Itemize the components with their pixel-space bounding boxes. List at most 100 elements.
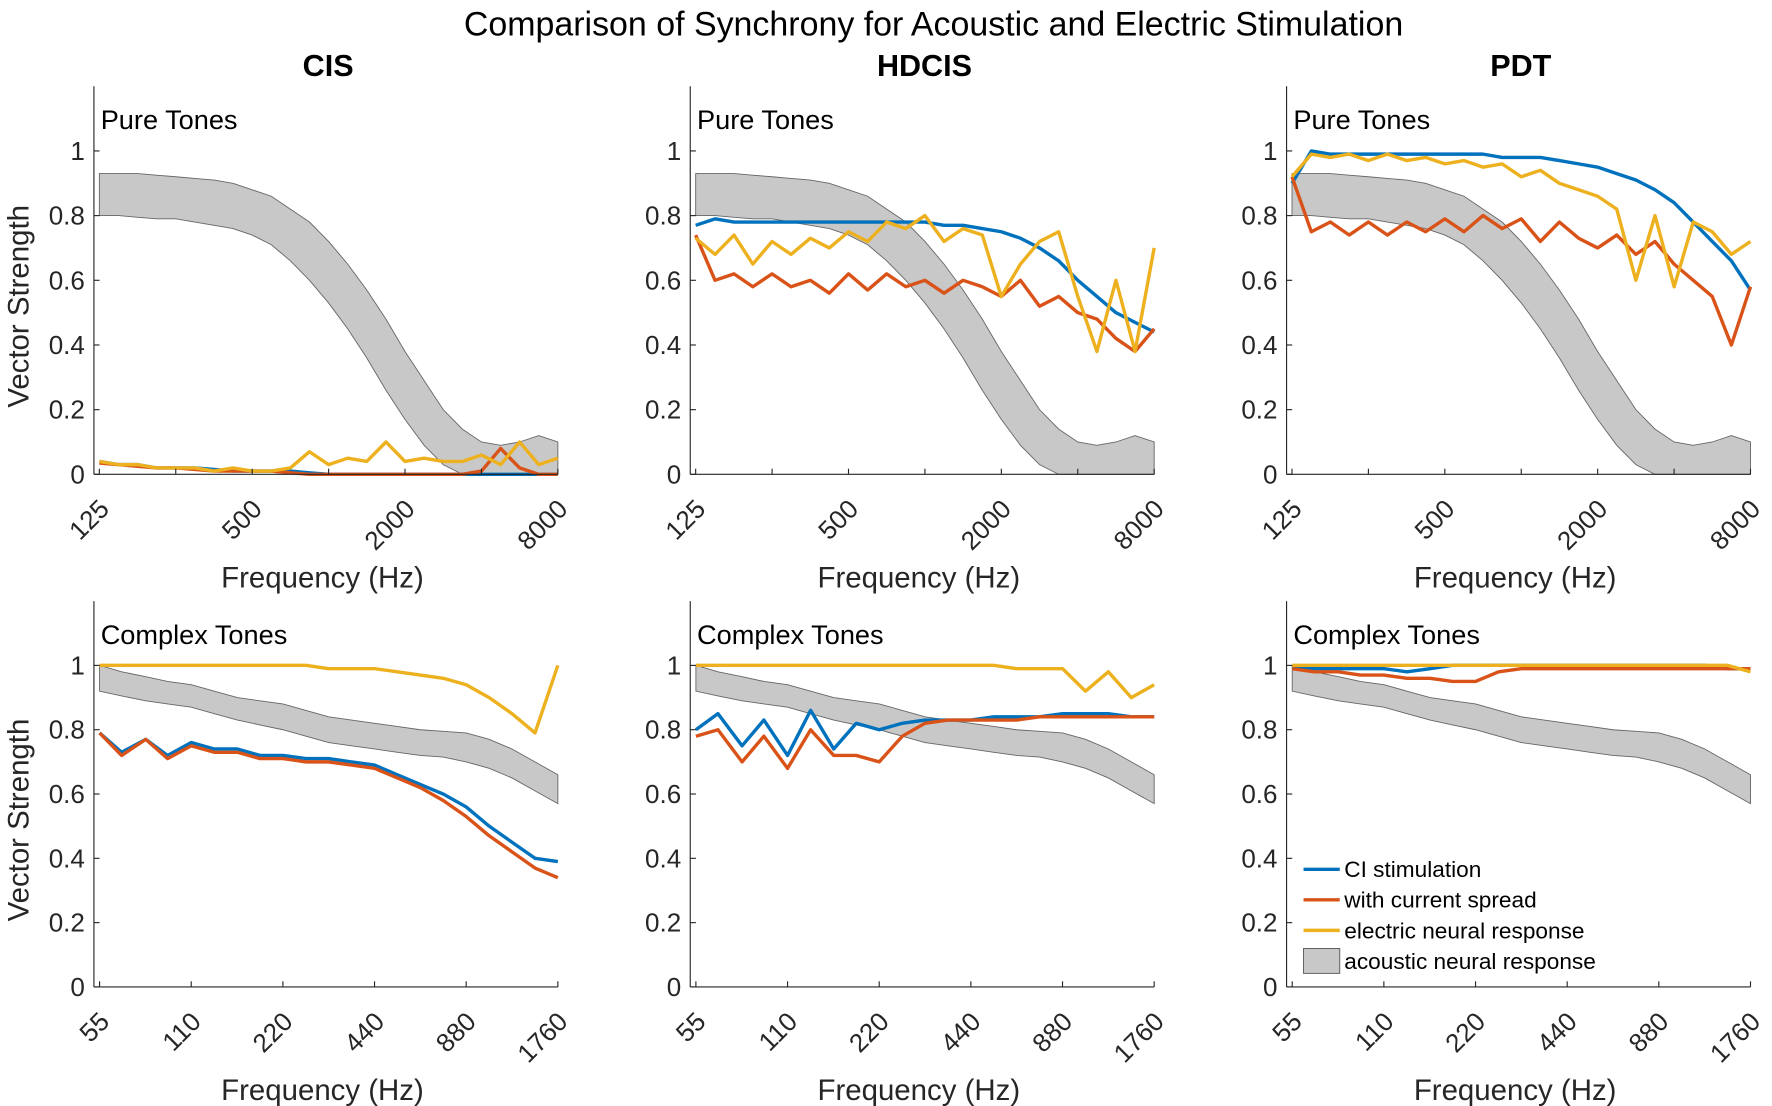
x-tick-label: 2000	[1551, 494, 1613, 556]
x-tick-label: 1760	[511, 1006, 573, 1068]
x-tick-label: 8000	[511, 494, 573, 556]
y-tick-label: 0.8	[1241, 201, 1277, 231]
electric-neural-response-line	[1292, 663, 1751, 674]
legend-label-acoustic: acoustic neural response	[1344, 949, 1596, 974]
current-spread-line	[695, 715, 1155, 771]
y-tick-label: 0.8	[49, 715, 85, 745]
x-tick-label: 2000	[358, 494, 420, 556]
acoustic-neural-response-band	[1291, 664, 1751, 805]
panel-hdcis-pure: 0 0.2 0.4 0.6 0.8 1 125 500 2000 8000 Pure Tones Fr…	[645, 86, 1170, 595]
electric-neural-response-line	[1290, 152, 1752, 289]
column-title-hdcis: HDCIS	[877, 49, 972, 83]
legend-label-electric: electric neural response	[1344, 918, 1584, 943]
legend-label-ci: CI stimulation	[1344, 857, 1481, 882]
y-tick-label: 0.6	[645, 265, 681, 295]
electric-neural-response-line	[694, 213, 1156, 354]
x-tick-label: 2000	[955, 494, 1017, 556]
y-tick-label: 0.8	[49, 201, 85, 231]
current-spread-line	[1291, 666, 1751, 684]
y-axis-label: Vector Strength	[2, 205, 35, 408]
x-tick-label: 8000	[1108, 494, 1170, 556]
ci-stimulation-line	[694, 708, 1155, 758]
ci-stimulation-line	[98, 731, 559, 864]
x-tick-label: 880	[430, 1006, 482, 1058]
panel-label: Complex Tones	[101, 619, 288, 650]
acoustic-neural-response-band	[99, 664, 559, 805]
electric-neural-response-line	[99, 663, 560, 735]
y-tick-label: 0.2	[645, 395, 681, 425]
x-tick-label: 8000	[1704, 494, 1766, 556]
y-tick-label: 0.8	[1241, 715, 1277, 745]
panel-pdt-pure: 0 0.2 0.4 0.6 0.8 1 125 500 2000 8000 Pure Tones Fr…	[1241, 86, 1766, 595]
x-tick-label: 880	[1026, 1006, 1078, 1058]
y-tick-label: 0.8	[645, 201, 681, 231]
y-tick-label: 0	[70, 972, 84, 1002]
x-tick-label: 125	[63, 494, 115, 546]
column-title-cis: CIS	[303, 49, 354, 83]
current-spread-line	[694, 234, 1156, 354]
y-tick-label: 0.8	[645, 715, 681, 745]
ci-stimulation-line	[1290, 149, 1752, 291]
y-tick-label: 0	[667, 459, 681, 489]
y-tick-label: 0	[70, 459, 84, 489]
panel-label: Pure Tones	[697, 104, 834, 135]
x-tick-label: 55	[670, 1006, 712, 1048]
acoustic-neural-response-band	[695, 664, 1155, 805]
legend-swatch-acoustic	[1303, 948, 1341, 974]
x-tick-label: 1760	[1704, 1006, 1766, 1068]
x-axis-label: Frequency (Hz)	[221, 1074, 424, 1106]
ci-stimulation-line	[695, 217, 1155, 334]
electric-neural-response-line	[695, 663, 1156, 700]
y-axis-label: Vector Strength	[2, 719, 35, 922]
x-tick-label: 1760	[1108, 1006, 1170, 1068]
acoustic-neural-response-band	[695, 173, 1155, 475]
x-tick-label: 440	[1531, 1006, 1583, 1058]
current-spread-line	[98, 731, 559, 880]
x-axis-label: Frequency (Hz)	[1414, 1074, 1617, 1106]
y-tick-label: 1	[1263, 136, 1277, 166]
x-axis-label: Frequency (Hz)	[817, 1074, 1020, 1106]
x-tick-label: 110	[1349, 1006, 1400, 1057]
panel-cis-complex: 0 0.2 0.4 0.6 0.8 1 55 110 220 440 880 1760 Complex …	[2, 601, 573, 1106]
panel-label: Pure Tones	[1293, 104, 1430, 135]
x-tick-label: 440	[935, 1006, 987, 1058]
acoustic-neural-response-band	[98, 173, 559, 475]
y-tick-label: 1	[70, 136, 84, 166]
legend-box	[1296, 852, 1632, 975]
x-axis-label: Frequency (Hz)	[221, 562, 424, 595]
y-tick-label: 0.4	[49, 843, 85, 873]
y-tick-label: 0	[667, 972, 681, 1002]
panel-label: Pure Tones	[101, 104, 238, 135]
panel-label: Complex Tones	[1293, 619, 1480, 650]
chart-title: Comparison of Synchrony for Acoustic and…	[464, 5, 1403, 43]
electric-neural-response-line	[99, 440, 559, 473]
y-tick-label: 0.4	[49, 330, 85, 360]
legend: CI stimulation with current spread elect…	[1296, 852, 1632, 975]
y-tick-label: 0.2	[645, 908, 681, 938]
x-tick-label: 500	[1408, 494, 1460, 546]
x-axis-label: Frequency (Hz)	[817, 562, 1020, 595]
y-tick-label: 0.4	[1241, 330, 1277, 360]
x-tick-label: 55	[73, 1006, 115, 1048]
y-tick-label: 0	[1263, 972, 1277, 1002]
panel-cis-pure: 0 0.2 0.4 0.6 0.8 1 125 500 2000 8000 Pure Tones Fr…	[2, 86, 573, 595]
x-tick-label: 500	[812, 494, 864, 546]
y-tick-label: 0.4	[645, 843, 681, 873]
y-tick-label: 0.6	[49, 265, 85, 295]
panel-label: Complex Tones	[697, 619, 884, 650]
y-tick-label: 0.6	[1241, 265, 1277, 295]
y-tick-label: 0	[1263, 459, 1277, 489]
x-tick-label: 55	[1266, 1006, 1308, 1048]
x-tick-label: 110	[753, 1006, 804, 1057]
current-spread-line	[1290, 176, 1753, 347]
x-tick-label: 110	[156, 1006, 207, 1057]
y-tick-label: 0.6	[49, 779, 85, 809]
y-tick-label: 0.2	[1241, 908, 1277, 938]
x-tick-label: 125	[1256, 494, 1308, 546]
x-tick-label: 500	[216, 494, 268, 546]
x-tick-label: 220	[843, 1006, 895, 1058]
y-tick-label: 0.2	[49, 395, 85, 425]
y-tick-label: 0.6	[645, 779, 681, 809]
x-axis-label: Frequency (Hz)	[1414, 562, 1617, 595]
